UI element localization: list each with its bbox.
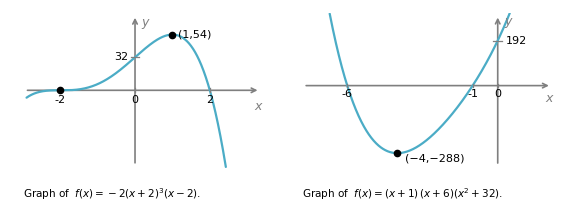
Text: 0: 0 (494, 89, 501, 99)
Text: Graph of  $f(x) = (x + 1)\,(x + 6)(x^2 + 32)$.: Graph of $f(x) = (x + 1)\,(x + 6)(x^2 + … (302, 186, 503, 202)
Text: -1: -1 (467, 89, 478, 99)
Text: (1,54): (1,54) (178, 30, 211, 40)
Text: -6: -6 (342, 89, 353, 99)
Text: y: y (504, 15, 511, 28)
Text: Graph of  $f(x) = -2(x + 2)^3(x - 2)$.: Graph of $f(x) = -2(x + 2)^3(x - 2)$. (23, 186, 201, 202)
Text: -2: -2 (55, 95, 66, 104)
Text: x: x (254, 100, 262, 113)
Text: 2: 2 (206, 95, 213, 104)
Text: 0: 0 (132, 95, 139, 104)
Text: 32: 32 (115, 52, 129, 62)
Text: (−4,−288): (−4,−288) (405, 153, 465, 163)
Text: x: x (545, 92, 553, 105)
Text: 192: 192 (506, 35, 527, 46)
Text: y: y (142, 16, 149, 29)
